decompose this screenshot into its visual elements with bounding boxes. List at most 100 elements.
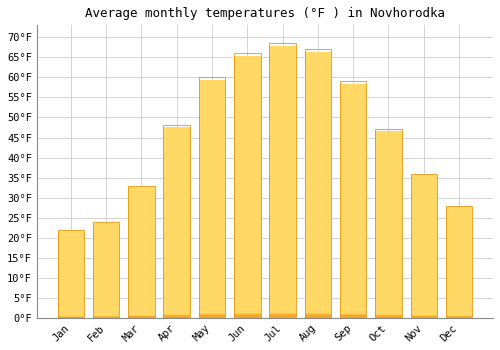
Bar	[375, 235, 402, 315]
Bar	[446, 246, 472, 316]
Bar	[375, 203, 402, 315]
Bar	[270, 227, 296, 314]
Bar	[164, 275, 190, 315]
Bar	[128, 192, 154, 315]
Bar	[93, 270, 120, 316]
Bar	[410, 214, 437, 315]
Bar	[128, 307, 154, 316]
Bar	[446, 263, 472, 316]
Bar	[164, 264, 190, 315]
Bar	[340, 110, 366, 313]
Bar	[128, 249, 154, 316]
Bar	[198, 277, 225, 315]
Bar	[198, 308, 225, 315]
Bar	[270, 304, 296, 315]
Bar	[304, 106, 331, 313]
Bar	[270, 219, 296, 314]
Bar	[198, 145, 225, 314]
Bar	[164, 195, 190, 315]
Bar	[58, 234, 84, 316]
Bar	[234, 106, 260, 313]
Bar	[410, 293, 437, 316]
Bar	[410, 275, 437, 316]
Bar	[340, 188, 366, 314]
Bar	[234, 225, 260, 314]
Bar	[234, 143, 260, 314]
Bar	[164, 158, 190, 314]
Bar	[58, 246, 84, 316]
Bar	[446, 230, 472, 316]
Bar	[198, 113, 225, 313]
Bar	[410, 243, 437, 316]
Bar	[128, 265, 154, 316]
Bar	[375, 258, 402, 315]
Bar	[446, 264, 472, 316]
Bar	[128, 197, 154, 315]
Bar	[93, 286, 120, 317]
Bar	[234, 297, 260, 315]
Bar	[93, 230, 120, 316]
Bar	[340, 167, 366, 314]
Bar	[375, 274, 402, 316]
Bar	[128, 309, 154, 316]
Bar	[270, 112, 296, 313]
Bar	[198, 256, 225, 315]
Bar	[58, 292, 84, 317]
Bar	[234, 207, 260, 314]
Bar	[198, 195, 225, 314]
Bar	[410, 210, 437, 315]
Bar	[93, 228, 120, 316]
Bar	[304, 160, 331, 314]
Bar	[375, 207, 402, 315]
Bar	[304, 313, 331, 315]
Bar	[198, 229, 225, 315]
Bar	[93, 258, 120, 316]
Bar	[164, 289, 190, 316]
Bar	[410, 233, 437, 316]
Bar	[270, 71, 296, 313]
Bar	[340, 91, 366, 313]
Bar	[446, 316, 472, 317]
Bar	[58, 290, 84, 317]
Bar	[198, 313, 225, 315]
Bar	[234, 114, 260, 313]
Bar	[340, 117, 366, 314]
Bar	[58, 254, 84, 316]
Bar	[270, 277, 296, 315]
Bar	[446, 218, 472, 316]
Bar	[198, 243, 225, 315]
Bar	[304, 184, 331, 314]
Bar	[58, 275, 84, 316]
Bar	[234, 284, 260, 315]
Bar	[270, 136, 296, 313]
Bar	[304, 283, 331, 315]
Bar	[375, 273, 402, 316]
Bar	[198, 147, 225, 314]
Bar	[234, 265, 260, 315]
Bar	[93, 252, 120, 316]
Bar	[340, 230, 366, 315]
Bar	[270, 84, 296, 313]
Bar	[410, 202, 437, 315]
Bar	[93, 241, 120, 316]
Bar	[304, 60, 331, 313]
Bar	[375, 295, 402, 316]
Bar	[446, 217, 472, 316]
Bar	[164, 239, 190, 315]
Bar	[375, 239, 402, 315]
Bar	[58, 279, 84, 317]
Bar	[164, 204, 190, 315]
Bar	[93, 223, 120, 316]
Bar	[198, 99, 225, 313]
Bar	[304, 71, 331, 313]
Bar	[340, 121, 366, 314]
Bar	[164, 145, 190, 314]
Bar	[128, 295, 154, 316]
Bar	[93, 275, 120, 316]
Bar	[304, 315, 331, 318]
Bar	[410, 179, 437, 315]
Bar	[198, 171, 225, 314]
Bar	[93, 236, 120, 316]
Bar	[58, 253, 84, 316]
Bar	[304, 74, 331, 313]
